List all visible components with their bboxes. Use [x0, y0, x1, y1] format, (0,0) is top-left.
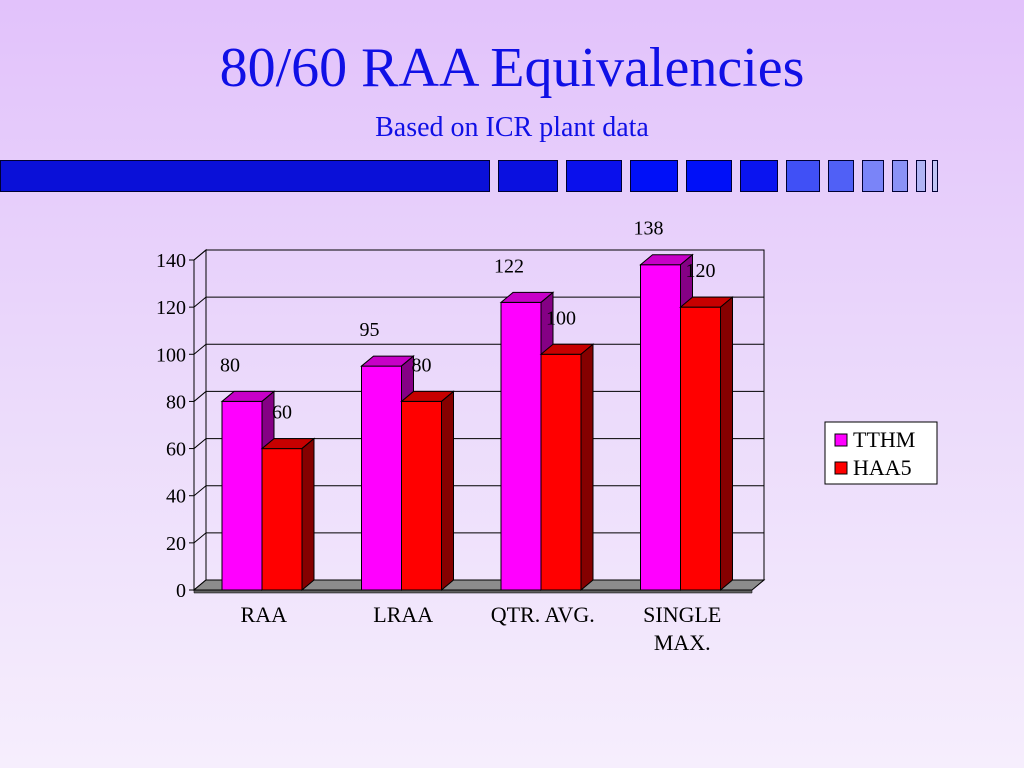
decorative-bar-strip	[0, 160, 1024, 196]
data-label: 80	[412, 354, 432, 376]
x-tick-label: RAA	[241, 602, 288, 627]
data-label: 60	[272, 402, 292, 424]
y-tick-label: 120	[156, 297, 186, 319]
x-tick-label: QTR. AVG.	[491, 602, 595, 627]
legend-label-haa5: HAA5	[853, 455, 912, 480]
legend-label-tthm: TTHM	[853, 427, 915, 452]
gridline	[193, 249, 764, 261]
y-tick-label: 60	[166, 439, 186, 461]
chart-side-wall	[193, 248, 207, 592]
bar-haa5-3-side	[720, 296, 733, 592]
data-label: 80	[220, 354, 240, 376]
data-label: 138	[634, 218, 664, 240]
bar-haa5-0	[261, 448, 303, 591]
bar-haa5-1-side	[441, 390, 454, 592]
gridline	[193, 296, 764, 308]
y-tick-label: 100	[156, 344, 186, 366]
bar-tthm-0	[221, 400, 263, 591]
y-tick-label: 40	[166, 486, 186, 508]
y-tick-label: 20	[166, 533, 186, 555]
legend-swatch-tthm	[834, 433, 848, 447]
x-tick-label: MAX.	[654, 630, 711, 655]
data-label: 100	[546, 307, 576, 329]
slide-subtitle: Based on ICR plant data	[375, 112, 649, 143]
legend-swatch-haa5	[834, 461, 848, 475]
bar-tthm-3	[640, 264, 681, 591]
bar-tthm-2	[500, 301, 542, 591]
y-tick-label: 0	[176, 580, 186, 602]
bar-haa5-2	[540, 353, 582, 591]
slide-title: 80/60 RAA Equivalencies	[219, 37, 805, 99]
bar-haa5-3	[680, 306, 721, 591]
y-tick-label: 80	[166, 391, 186, 413]
bar-haa5-1	[401, 400, 442, 591]
y-tick-label: 140	[156, 250, 186, 272]
data-label: 122	[494, 255, 524, 277]
x-tick-label: SINGLE	[643, 602, 721, 627]
bar-haa5-2-side	[580, 343, 594, 592]
bar-haa5-0-side	[301, 437, 315, 592]
data-label: 120	[686, 260, 716, 282]
data-label: 95	[360, 319, 380, 341]
x-tick-label: LRAA	[373, 602, 433, 627]
bar-tthm-1	[361, 365, 402, 591]
